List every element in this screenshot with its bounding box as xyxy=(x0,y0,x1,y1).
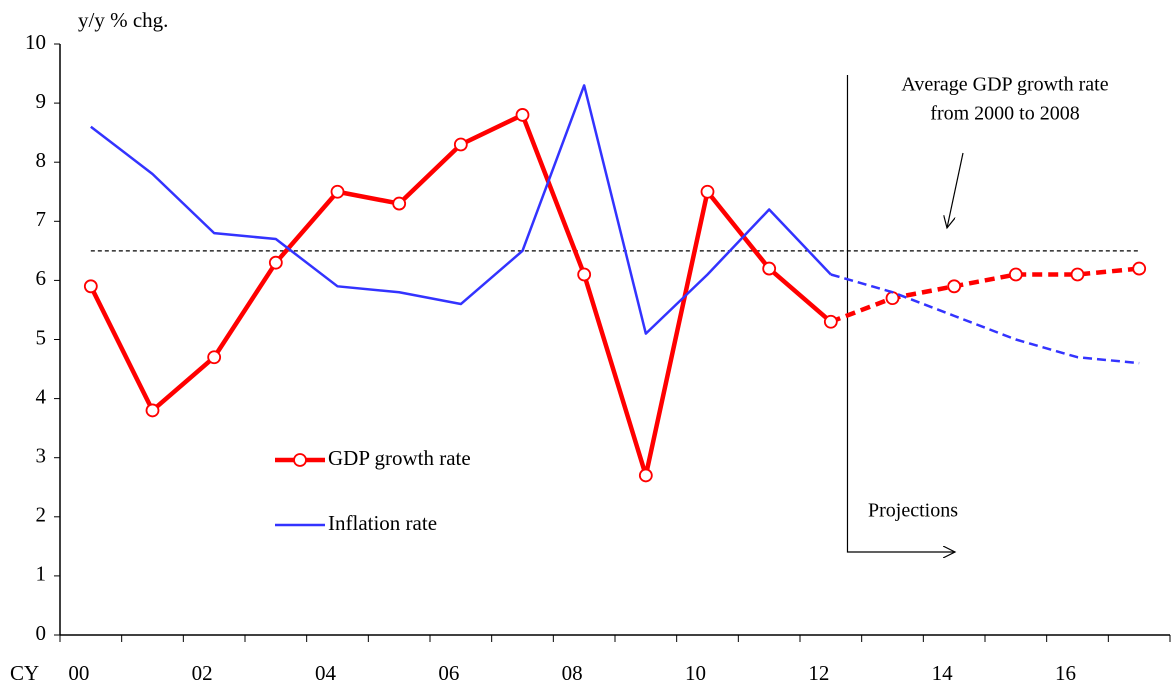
annotation: from 2000 to 2008 xyxy=(930,103,1079,125)
data-point xyxy=(453,137,468,152)
y-tick-label: 1 xyxy=(36,562,47,586)
y-axis-label: y/y % chg. xyxy=(78,8,168,32)
x-tick-label: 10 xyxy=(685,661,706,685)
x-tick-label: 12 xyxy=(808,661,829,685)
x-tick-label: 02 xyxy=(192,661,213,685)
x-tick-label: 14 xyxy=(932,661,954,685)
x-tick-label: 06 xyxy=(438,661,459,685)
data-point xyxy=(145,403,160,418)
data-point xyxy=(885,291,900,306)
annotation-arrow xyxy=(947,152,964,228)
annotation: Average GDP growth rate xyxy=(901,74,1108,96)
x-tick-label: 08 xyxy=(562,661,583,685)
y-tick-label: 10 xyxy=(25,30,46,54)
data-point xyxy=(515,108,530,122)
projected-line xyxy=(830,266,1140,324)
y-tick-label: 4 xyxy=(36,384,47,408)
data-point xyxy=(638,468,653,483)
y-tick-label: 8 xyxy=(36,148,47,172)
y-tick-label: 7 xyxy=(36,207,47,231)
y-tick-label: 3 xyxy=(36,444,47,468)
data-point xyxy=(762,261,777,276)
data-point xyxy=(207,350,222,365)
legend-label: Inflation rate xyxy=(328,511,437,535)
x-tick-label: 04 xyxy=(315,661,337,685)
data-point xyxy=(700,184,715,199)
data-point xyxy=(577,267,592,282)
projection-arrow xyxy=(846,75,955,552)
data-point xyxy=(330,184,345,199)
y-tick-label: 9 xyxy=(36,89,47,113)
data-point xyxy=(1008,267,1023,282)
data-point xyxy=(1070,267,1085,282)
y-tick-label: 0 xyxy=(36,621,47,645)
x-tick-label: 00 xyxy=(68,661,89,685)
data-point xyxy=(1132,261,1147,276)
y-tick-label: 2 xyxy=(36,503,47,527)
x-tick-label: 16 xyxy=(1055,661,1076,685)
data-line xyxy=(90,84,832,335)
data-point xyxy=(83,279,98,294)
projection-label: Projections xyxy=(868,500,958,522)
y-tick-label: 5 xyxy=(36,325,47,349)
data-point xyxy=(392,196,407,211)
projected-line xyxy=(830,273,1140,365)
data-point xyxy=(268,255,283,270)
data-point xyxy=(823,314,838,329)
y-tick-label: 6 xyxy=(36,266,47,290)
legend-label: GDP growth rate xyxy=(328,446,471,470)
x-axis-label: CY xyxy=(10,661,39,685)
data-line xyxy=(88,112,833,478)
legend-marker xyxy=(293,453,307,467)
data-point xyxy=(947,279,962,294)
